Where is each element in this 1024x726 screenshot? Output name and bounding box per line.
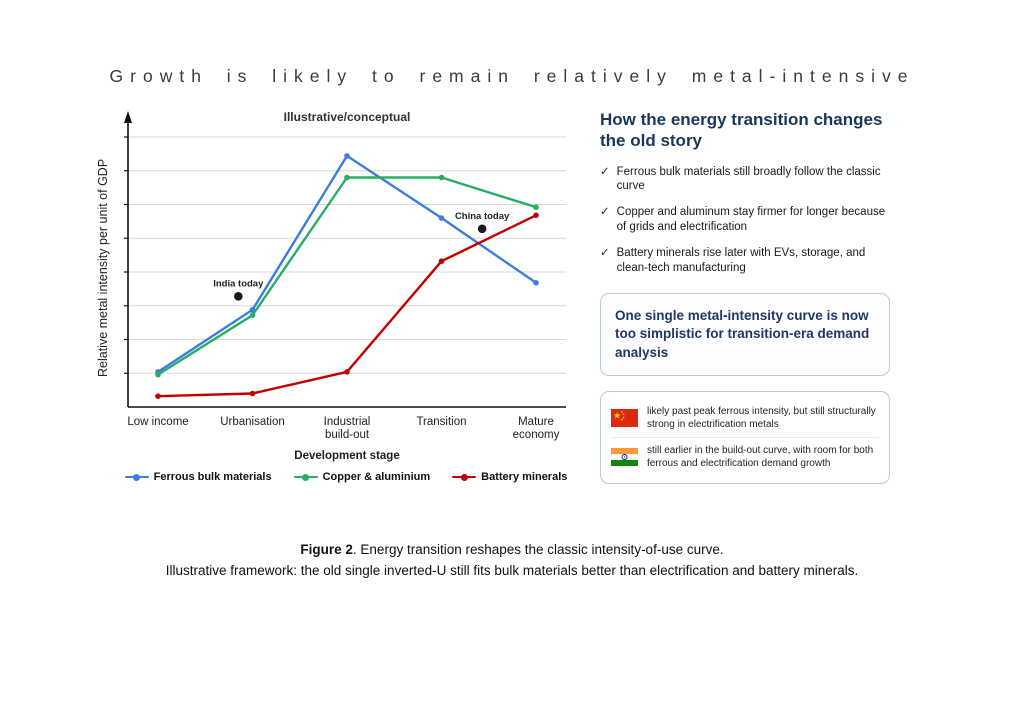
- bullet-text: Ferrous bulk materials still broadly fol…: [616, 165, 881, 193]
- country-note-text: still earlier in the build-out curve, wi…: [647, 444, 874, 469]
- side-panel: How the energy transition changes the ol…: [600, 107, 890, 484]
- figure-label: Figure 2: [300, 541, 353, 557]
- legend-label: Copper & aluminium: [322, 471, 431, 483]
- svg-text:Development stage: Development stage: [294, 450, 399, 462]
- china-flag-icon: ★: [611, 408, 638, 427]
- intensity-chart: Relative metal intensity per unit of GDP…: [96, 107, 576, 483]
- country-notes-box: ★ likely past peak ferrous intensity, bu…: [600, 390, 890, 484]
- country-note-text: likely past peak ferrous intensity, but …: [647, 405, 876, 430]
- svg-text:Transition: Transition: [416, 416, 466, 428]
- svg-text:India today: India today: [213, 278, 264, 289]
- caption-line1: Figure 2. Energy transition reshapes the…: [0, 540, 1024, 560]
- svg-text:China today: China today: [455, 211, 510, 222]
- svg-text:Illustrative/conceptual: Illustrative/conceptual: [284, 110, 411, 124]
- check-icon: ✓: [600, 247, 610, 260]
- y-axis-label: Relative metal intensity per unit of GDP: [96, 158, 110, 378]
- legend-label: Ferrous bulk materials: [153, 471, 272, 483]
- country-row-india: still earlier in the build-out curve, wi…: [611, 436, 879, 476]
- legend-swatch: [124, 473, 149, 482]
- caption-line1-text: . Energy transition reshapes the classic…: [352, 541, 724, 557]
- figure-caption: Figure 2. Energy transition reshapes the…: [0, 540, 1024, 582]
- side-panel-heading: How the energy transition changes the ol…: [600, 110, 883, 151]
- chart-legend: Ferrous bulk materials Copper & aluminiu…: [116, 471, 576, 483]
- bullet-item: ✓ Ferrous bulk materials still broadly f…: [600, 165, 890, 195]
- india-flag-icon: [611, 447, 638, 466]
- legend-item-copper: Copper & aluminium: [293, 471, 431, 483]
- caption-line2: Illustrative framework: the old single i…: [165, 563, 859, 579]
- svg-text:★: ★: [613, 410, 621, 420]
- chart-area: Relative metal intensity per unit of GDP…: [96, 107, 576, 469]
- svg-text:Urbanisation: Urbanisation: [220, 416, 285, 428]
- bullet-item: ✓ Copper and aluminum stay firmer for lo…: [600, 205, 890, 235]
- legend-item-ferrous: Ferrous bulk materials: [124, 471, 272, 483]
- bullet-text: Battery minerals rise later with EVs, st…: [616, 247, 866, 275]
- legend-swatch: [293, 473, 318, 482]
- figure-content: Relative metal intensity per unit of GDP…: [0, 107, 1024, 484]
- check-icon: ✓: [600, 206, 610, 219]
- chart-svg: Illustrative/conceptual India today China …: [124, 110, 566, 462]
- bullet-text: Copper and aluminum stay firmer for long…: [616, 206, 886, 234]
- country-row-china: ★ likely past peak ferrous intensity, bu…: [611, 399, 879, 437]
- page: Growth is likely to remain relatively me…: [0, 66, 1024, 726]
- page-title: Growth is likely to remain relatively me…: [109, 66, 915, 86]
- svg-text:Low income: Low income: [127, 416, 188, 428]
- check-icon: ✓: [600, 165, 610, 178]
- legend-item-battery: Battery minerals: [452, 471, 567, 483]
- callout-box: One single metal-intensity curve is now …: [600, 293, 890, 376]
- legend-swatch: [452, 473, 477, 482]
- bullet-list: ✓ Ferrous bulk materials still broadly f…: [600, 165, 890, 277]
- bullet-item: ✓ Battery minerals rise later with EVs, …: [600, 246, 890, 276]
- legend-label: Battery minerals: [481, 471, 568, 483]
